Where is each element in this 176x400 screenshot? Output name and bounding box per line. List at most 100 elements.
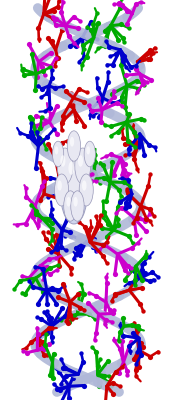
Point: [105, 234, 108, 240]
Point: [25, 345, 28, 351]
Point: [43, 271, 45, 278]
Point: [34, 87, 37, 94]
Point: [34, 164, 37, 171]
Point: [109, 133, 112, 139]
Point: [53, 62, 56, 69]
Point: [137, 364, 140, 370]
Point: [36, 324, 38, 331]
Point: [54, 85, 56, 91]
Point: [43, 352, 46, 358]
Point: [87, 300, 90, 306]
Point: [51, 338, 54, 345]
Point: [80, 281, 83, 287]
Point: [115, 51, 117, 58]
Point: [28, 278, 31, 284]
Point: [41, 340, 44, 346]
Point: [133, 129, 136, 136]
Point: [102, 252, 104, 259]
Point: [62, 281, 64, 287]
Point: [24, 291, 27, 297]
Point: [120, 99, 123, 106]
Point: [134, 1, 137, 8]
Point: [119, 197, 122, 203]
Point: [152, 50, 155, 56]
Point: [102, 162, 104, 168]
Point: [69, 43, 72, 50]
Point: [95, 176, 98, 182]
Point: [120, 21, 122, 28]
Point: [121, 0, 123, 1]
Point: [78, 58, 81, 65]
Point: [50, 334, 53, 340]
Point: [92, 21, 95, 28]
Point: [145, 215, 148, 222]
Point: [43, 178, 46, 184]
Point: [135, 132, 138, 139]
Point: [70, 270, 73, 277]
Point: [112, 87, 115, 94]
Point: [78, 290, 81, 296]
Point: [79, 179, 82, 186]
Point: [56, 262, 59, 269]
Point: [123, 277, 126, 283]
Point: [51, 226, 54, 232]
Point: [62, 117, 64, 123]
Point: [111, 62, 114, 68]
Point: [82, 358, 84, 365]
Point: [127, 146, 130, 152]
Point: [47, 141, 49, 148]
Point: [133, 278, 136, 285]
Point: [65, 318, 68, 324]
Point: [117, 1, 120, 7]
Point: [131, 330, 134, 336]
Circle shape: [70, 137, 74, 147]
Point: [82, 157, 85, 163]
Point: [74, 42, 76, 48]
Point: [132, 151, 135, 158]
Point: [120, 94, 123, 100]
Point: [131, 122, 134, 128]
Point: [74, 245, 77, 252]
Point: [49, 265, 52, 271]
Point: [109, 53, 112, 60]
Point: [98, 108, 101, 114]
Point: [144, 218, 147, 224]
Point: [78, 219, 81, 226]
Point: [136, 349, 139, 355]
Point: [111, 159, 114, 165]
Point: [77, 291, 80, 297]
Point: [104, 317, 107, 324]
Point: [83, 122, 86, 129]
Point: [93, 244, 96, 250]
Point: [152, 212, 155, 219]
Point: [105, 239, 108, 245]
Point: [57, 196, 60, 202]
Point: [84, 171, 87, 178]
Point: [85, 53, 88, 60]
Point: [112, 390, 115, 397]
Point: [41, 168, 44, 174]
Point: [99, 159, 102, 166]
Point: [52, 233, 54, 239]
Point: [126, 190, 129, 196]
Point: [95, 213, 97, 219]
Point: [86, 24, 89, 30]
Point: [70, 232, 73, 239]
Point: [45, 145, 48, 152]
Point: [104, 35, 107, 42]
Point: [123, 52, 126, 59]
Point: [18, 130, 21, 136]
Point: [71, 158, 74, 164]
Point: [61, 170, 64, 177]
Point: [58, 286, 61, 293]
Point: [76, 168, 78, 175]
Point: [95, 178, 98, 184]
Point: [124, 205, 127, 212]
Point: [90, 178, 92, 184]
Point: [62, 112, 64, 119]
Point: [91, 113, 94, 119]
Point: [134, 62, 137, 69]
Point: [135, 361, 138, 367]
Point: [141, 266, 144, 273]
Point: [95, 74, 98, 81]
